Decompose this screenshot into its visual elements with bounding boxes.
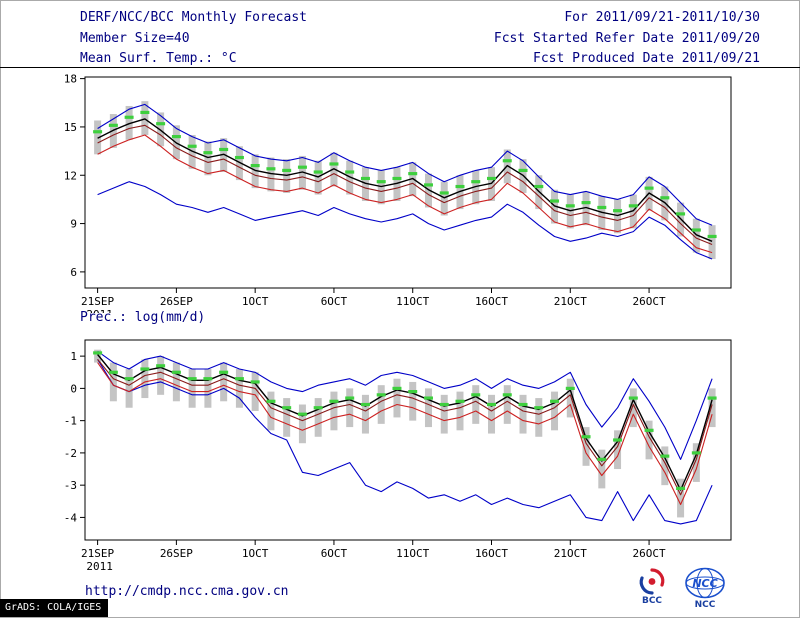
svg-text:11OCT: 11OCT: [396, 547, 429, 560]
precip-chart-title: Prec.: log(mm/d): [80, 310, 206, 325]
svg-text:26SEP: 26SEP: [160, 547, 193, 560]
series-ensemble-max: [97, 103, 713, 226]
svg-text:16OCT: 16OCT: [475, 295, 508, 308]
svg-text:-1: -1: [64, 415, 77, 428]
series-spread-upper: [97, 359, 713, 496]
svg-text:21SEP: 21SEP: [81, 295, 114, 308]
svg-text:6OCT: 6OCT: [321, 547, 348, 560]
svg-text:1: 1: [70, 350, 77, 363]
svg-text:12: 12: [64, 169, 77, 182]
plot-frame: [84, 76, 732, 289]
temp-chart-title: Mean Surf. Temp.: °C: [80, 51, 237, 66]
svg-text:18: 18: [64, 73, 77, 86]
svg-text:26SEP: 26SEP: [160, 295, 193, 308]
svg-text:0: 0: [70, 382, 77, 395]
y-axis: 6 9 12 15 18: [64, 73, 85, 279]
svg-text:6OCT: 6OCT: [321, 295, 348, 308]
svg-text:16OCT: 16OCT: [475, 547, 508, 560]
source-url: http://cmdp.ncc.cma.gov.cn: [85, 584, 289, 599]
plot-frame: [84, 339, 732, 541]
series-ensemble-max: [97, 350, 713, 460]
svg-text:1OCT: 1OCT: [242, 547, 269, 560]
series-spread-lower: [97, 362, 713, 506]
plot-title: DERF/NCC/BCC Monthly Forecast: [80, 10, 307, 25]
refer-date-label: Fcst Started Refer Date 2011/09/20: [493, 31, 760, 46]
svg-text:2011: 2011: [86, 560, 113, 573]
series-ensemble-min: [97, 359, 713, 525]
svg-text:15: 15: [64, 121, 77, 134]
svg-text:-3: -3: [64, 479, 77, 492]
svg-text:21OCT: 21OCT: [554, 547, 587, 560]
member-size-label: Member Size=40: [80, 31, 190, 46]
bcc-logo-label: BCC: [641, 596, 663, 606]
series-ensemble-mean: [97, 354, 713, 491]
series-spread-upper: [97, 124, 713, 246]
series-spread-lower: [97, 134, 713, 254]
ncc-logo: NCC NCC: [683, 566, 727, 610]
bcc-logo-icon: [639, 568, 665, 595]
svg-text:21SEP: 21SEP: [81, 547, 114, 560]
svg-text:-2: -2: [64, 447, 77, 460]
ensemble-range-bars: [94, 349, 716, 518]
grads-credit: GrADS: COLA/IGES: [0, 599, 109, 617]
y-axis: 1 0 -1 -2 -3 -4: [64, 350, 85, 524]
svg-text:26OCT: 26OCT: [633, 547, 666, 560]
produced-date-label: Fcst Produced Date 2011/09/21: [533, 51, 760, 66]
ncc-logo-icon: NCC: [685, 567, 725, 599]
forecast-range-label: For 2011/09/21-2011/10/30: [564, 10, 760, 25]
x-axis: 21SEP 26SEP 1OCT 6OCT 11OCT 16OCT 21OCT 26OCT 20…: [81, 288, 666, 313]
header-divider: [0, 67, 800, 68]
series-ensemble-min: [97, 181, 713, 260]
svg-text:26OCT: 26OCT: [633, 295, 666, 308]
ncc-logo-label: NCC: [694, 600, 716, 610]
ensemble-median-dashes: [93, 351, 717, 490]
svg-text:6: 6: [70, 266, 77, 279]
svg-text:2011: 2011: [86, 308, 113, 313]
logos: BCC NCC NCC: [635, 566, 727, 610]
svg-text:1OCT: 1OCT: [242, 295, 269, 308]
temperature-chart: 6 9 12 15 18 21SEP 26SEP 1OCT 6OCT 11OCT 16OCT 21OC…: [64, 73, 732, 313]
svg-text:-4: -4: [64, 511, 78, 524]
svg-text:11OCT: 11OCT: [396, 295, 429, 308]
series-ensemble-mean: [97, 118, 713, 242]
ensemble-median-dashes: [93, 110, 717, 239]
svg-text:9: 9: [70, 218, 77, 231]
svg-text:21OCT: 21OCT: [554, 295, 587, 308]
bcc-logo: BCC: [635, 566, 669, 606]
ncc-logo-text: NCC: [692, 577, 717, 590]
x-axis: 21SEP 26SEP 1OCT 6OCT 11OCT 16OCT 21OCT 26OCT 20…: [81, 540, 666, 573]
